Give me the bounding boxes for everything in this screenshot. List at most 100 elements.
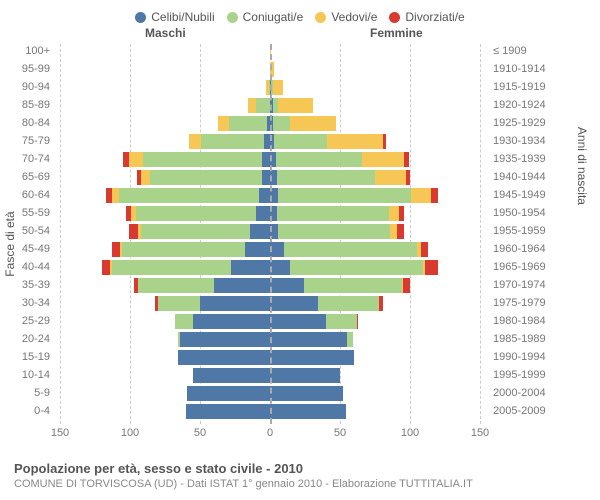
segment — [123, 152, 129, 167]
bar-left — [155, 296, 270, 311]
segment — [290, 116, 336, 131]
segment — [383, 134, 386, 149]
segment — [270, 260, 290, 275]
legend-swatch — [227, 12, 238, 23]
y-right-tick: 2005-2009 — [488, 404, 598, 419]
segment — [270, 350, 354, 365]
population-pyramid-chart: Fasce di età Anni di nascita 100+95-9990… — [0, 44, 600, 446]
header-femmine: Femmine — [370, 26, 423, 40]
segment — [277, 206, 389, 221]
bar-right — [270, 152, 409, 167]
segment — [270, 242, 284, 257]
y-right-tick: 1915-1919 — [488, 80, 598, 95]
bar-right — [270, 404, 346, 419]
segment — [250, 224, 270, 239]
segment — [375, 170, 406, 185]
segment — [266, 80, 269, 95]
y-axis-right-labels: ≤ 19091910-19141915-19191920-19241925-19… — [488, 44, 598, 424]
y-right-tick: 1910-1914 — [488, 62, 598, 77]
y-right-tick: 1980-1984 — [488, 314, 598, 329]
bar-left — [123, 152, 270, 167]
bar-right — [270, 296, 383, 311]
legend-swatch — [389, 12, 400, 23]
segment — [406, 170, 410, 185]
x-axis: 15010050050100150 — [60, 427, 480, 445]
segment — [155, 296, 158, 311]
segment — [270, 368, 340, 383]
x-tick: 50 — [334, 427, 346, 439]
segment — [270, 296, 318, 311]
segment — [134, 278, 138, 293]
bar-right — [270, 242, 428, 257]
segment — [389, 206, 399, 221]
segment — [262, 170, 270, 185]
x-tick: 150 — [471, 427, 489, 439]
bar-left — [175, 314, 270, 329]
y-left-tick: 60-64 — [0, 188, 55, 203]
segment — [273, 80, 283, 95]
segment — [379, 296, 383, 311]
segment — [270, 332, 347, 347]
segment — [425, 260, 438, 275]
segment — [137, 170, 141, 185]
y-left-tick: 65-69 — [0, 170, 55, 185]
segment — [122, 242, 245, 257]
segment — [175, 314, 193, 329]
segment — [256, 98, 270, 113]
bar-right — [270, 224, 404, 239]
bar-left — [218, 116, 270, 131]
x-tick: 0 — [267, 427, 273, 439]
y-right-tick: 1995-1999 — [488, 368, 598, 383]
y-right-tick: 1920-1924 — [488, 98, 598, 113]
bar-left — [186, 404, 270, 419]
y-left-tick: 40-44 — [0, 260, 55, 275]
y-left-tick: 95-99 — [0, 62, 55, 77]
y-left-tick: 15-19 — [0, 350, 55, 365]
y-left-tick: 5-9 — [0, 386, 55, 401]
center-line — [270, 44, 272, 424]
segment — [411, 188, 431, 203]
legend-item: Coniugati/e — [227, 10, 304, 24]
segment — [347, 332, 353, 347]
bar-left — [112, 242, 270, 257]
segment — [290, 260, 423, 275]
segment — [431, 188, 438, 203]
y-left-tick: 20-24 — [0, 332, 55, 347]
segment — [231, 260, 270, 275]
segment — [278, 98, 313, 113]
y-left-tick: 0-4 — [0, 404, 55, 419]
segment — [138, 278, 214, 293]
segment — [141, 170, 149, 185]
segment — [136, 206, 256, 221]
bar-right — [270, 260, 438, 275]
chart-subtitle: COMUNE DI TORVISCOSA (UD) - Dati ISTAT 1… — [14, 478, 586, 490]
segment — [200, 296, 270, 311]
segment — [180, 332, 270, 347]
chart-title: Popolazione per età, sesso e stato civil… — [14, 461, 586, 476]
y-right-tick: 1960-1964 — [488, 242, 598, 257]
bar-right — [270, 350, 354, 365]
segment — [187, 386, 270, 401]
y-left-tick: 30-34 — [0, 296, 55, 311]
bar-left — [248, 98, 270, 113]
legend-label: Coniugati/e — [243, 10, 304, 24]
legend-item: Divorziati/e — [389, 10, 464, 24]
y-right-tick: 1935-1939 — [488, 152, 598, 167]
segment — [262, 152, 270, 167]
segment — [119, 188, 259, 203]
y-left-tick: 100+ — [0, 44, 55, 59]
y-left-tick: 90-94 — [0, 80, 55, 95]
x-tick: 150 — [51, 427, 69, 439]
bar-left — [137, 170, 270, 185]
bar-right — [270, 98, 313, 113]
y-right-tick: 1945-1949 — [488, 188, 598, 203]
segment — [362, 152, 404, 167]
segment — [141, 224, 250, 239]
segment — [186, 404, 270, 419]
legend: Celibi/NubiliConiugati/eVedovi/eDivorzia… — [0, 0, 600, 24]
y-left-tick: 80-84 — [0, 116, 55, 131]
bar-right — [270, 188, 438, 203]
bar-right — [270, 386, 343, 401]
y-right-tick: 1950-1954 — [488, 206, 598, 221]
x-tick: 100 — [121, 427, 139, 439]
